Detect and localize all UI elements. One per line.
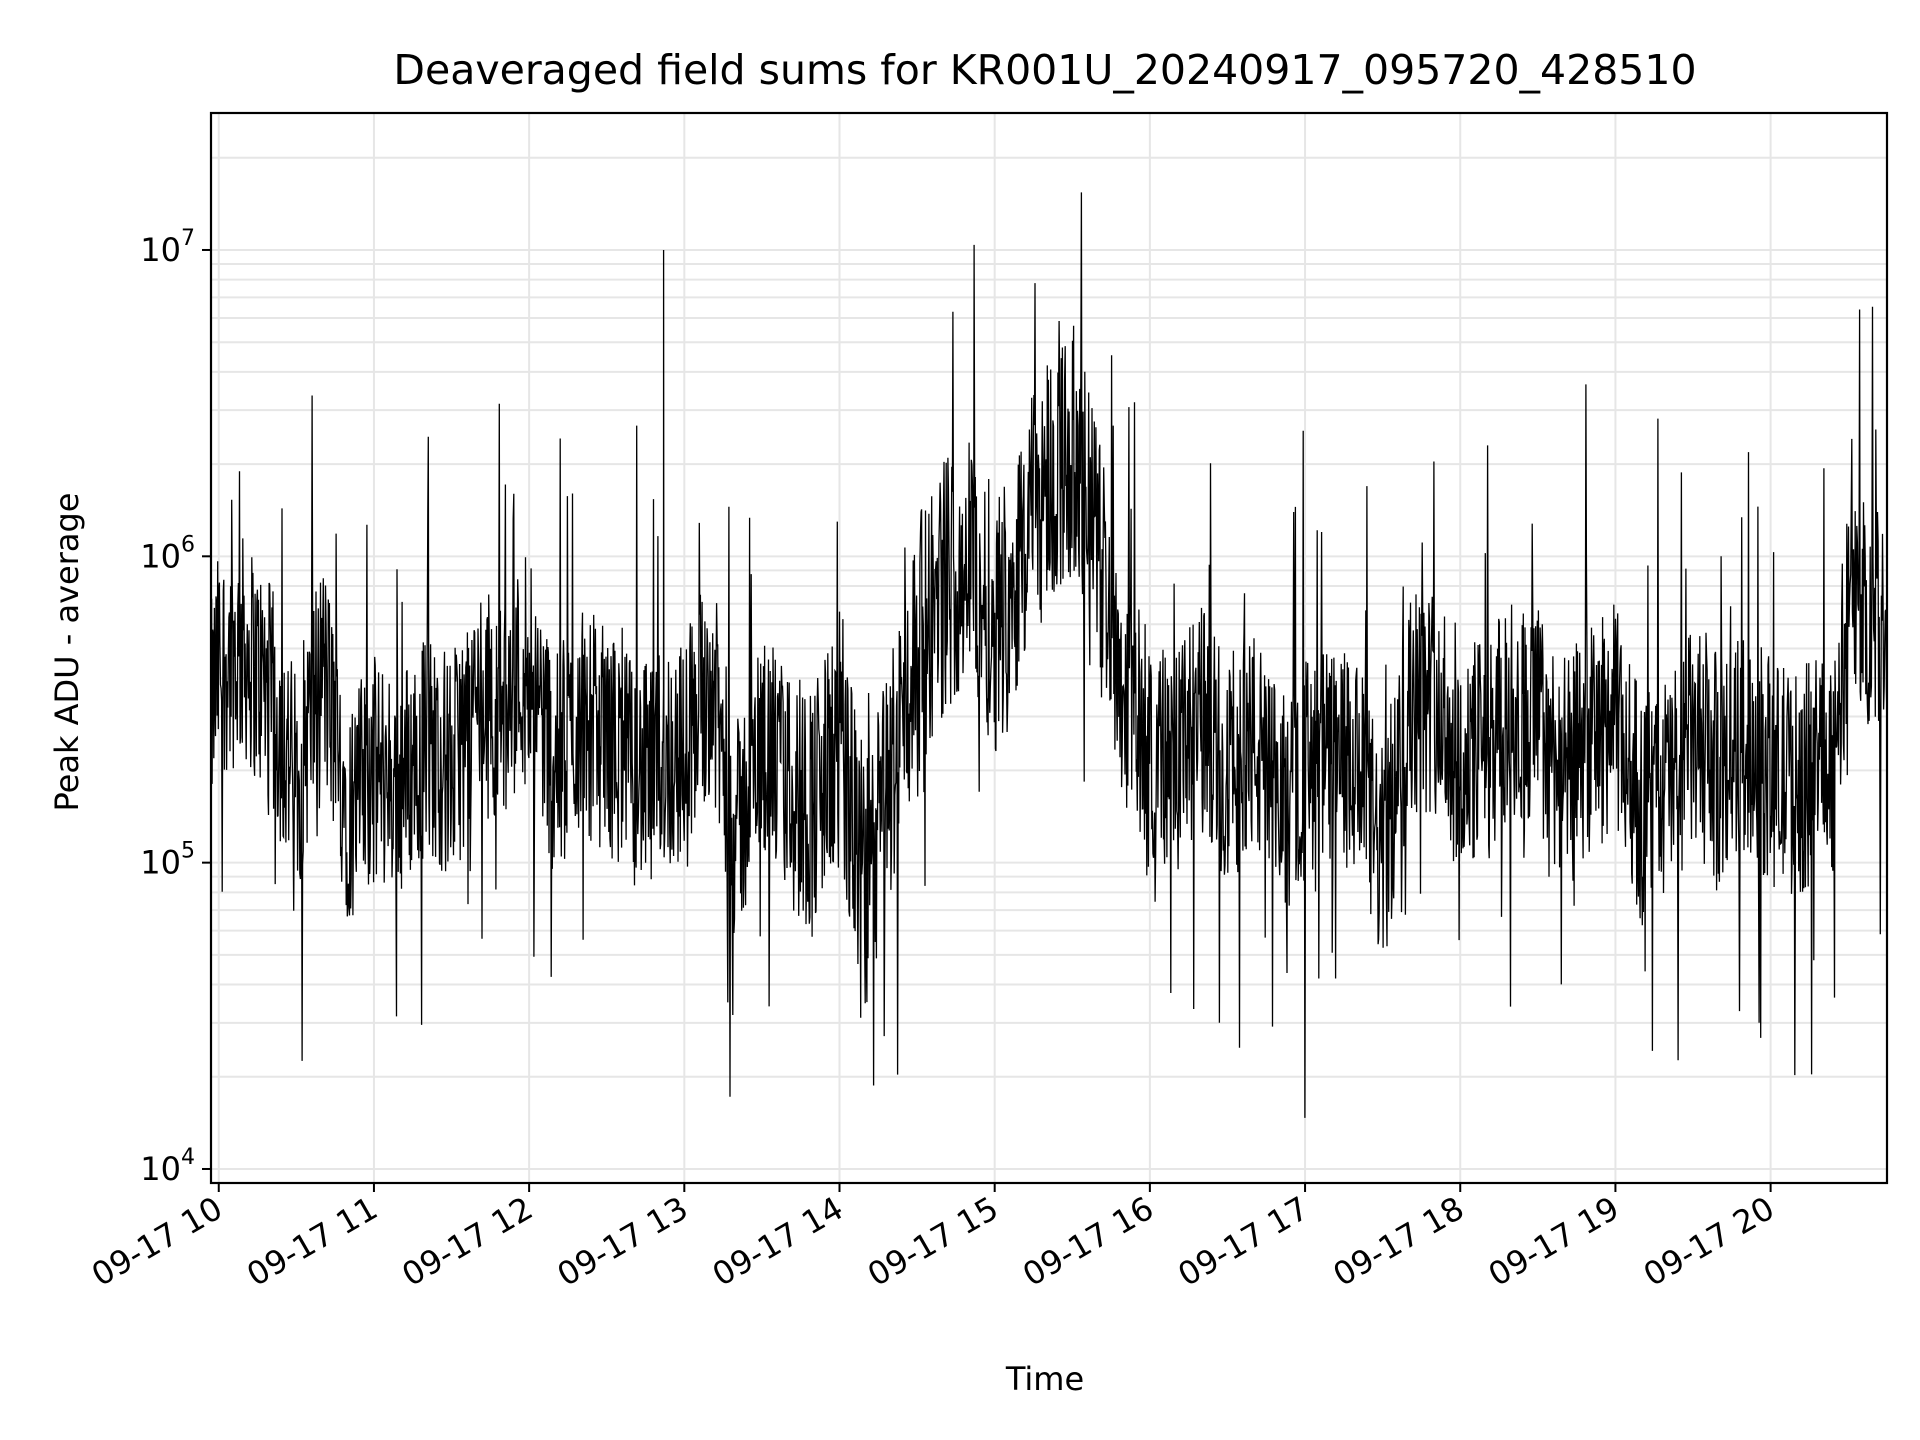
y-tick-label: 107 bbox=[140, 226, 195, 269]
y-tick-label: 106 bbox=[140, 532, 195, 575]
plot-frame bbox=[209, 111, 1889, 1185]
y-ticks: 104 105 106 107 bbox=[140, 226, 211, 1188]
chart-title: Deaveraged field sums for KR001U_2024091… bbox=[393, 46, 1696, 94]
series-line bbox=[210, 192, 1888, 1118]
y-tick-label: 105 bbox=[140, 839, 195, 882]
x-axis-label: Time bbox=[1005, 1360, 1084, 1398]
y-tick-label: 104 bbox=[140, 1145, 195, 1188]
y-axis-label: Peak ADU - average bbox=[48, 493, 86, 812]
